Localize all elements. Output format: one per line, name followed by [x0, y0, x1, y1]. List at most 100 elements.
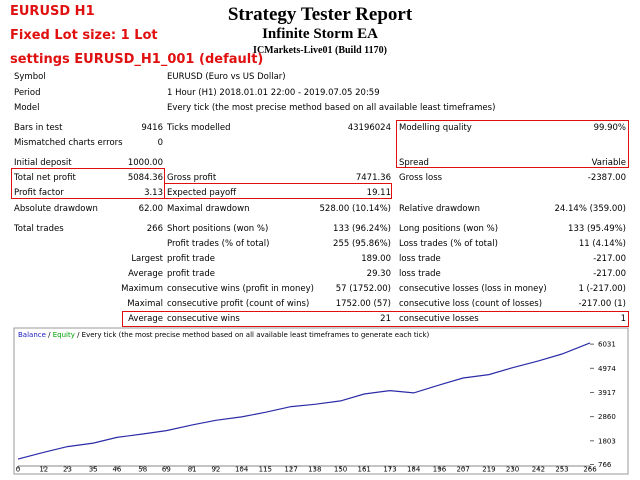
legend-entry: Equity	[53, 331, 75, 339]
y-tick-label: 1803	[598, 437, 616, 445]
table-cell: 21	[380, 314, 391, 324]
table-cell: consecutive losses	[399, 314, 479, 324]
table-cell: EURUSD (Euro vs US Dollar)	[167, 72, 286, 82]
table-cell: 528.00 (10.14%)	[319, 204, 392, 214]
table-cell: 9416	[141, 123, 163, 133]
x-tick-label: 242	[532, 466, 545, 474]
table-cell: consecutive wins (profit in money)	[167, 284, 314, 294]
table-cell: 255 (95.86%)	[333, 239, 391, 249]
table-cell: Total net profit	[14, 173, 76, 183]
table-cell: 189.00	[361, 254, 391, 264]
x-tick-label: 127	[284, 466, 297, 474]
x-tick-label: 12	[39, 466, 48, 474]
x-tick-label: 115	[259, 466, 272, 474]
table-cell: 24.14% (359.00)	[554, 204, 627, 214]
y-tick-label: 2860	[598, 413, 616, 421]
x-tick-label: 173	[383, 466, 396, 474]
x-tick-label: 104	[235, 466, 249, 474]
table-cell: Maximum	[121, 284, 163, 294]
legend-entry: Balance	[18, 331, 46, 339]
table-cell: 1752.00 (57)	[335, 299, 391, 309]
table-cell: Variable	[591, 158, 626, 168]
y-tick-label: 3917	[598, 389, 616, 397]
table-cell: Largest	[131, 254, 163, 264]
table-cell: 133 (95.49%)	[568, 224, 626, 234]
table-cell: 133 (96.24%)	[333, 224, 391, 234]
table-cell: Long positions (won %)	[399, 224, 499, 234]
table-cell: 1	[620, 314, 626, 324]
chart-legend: Balance / Equity / Every tick (the most …	[18, 331, 429, 339]
table-cell: 7471.36	[355, 173, 391, 183]
table-cell: 19.11	[366, 188, 391, 198]
x-tick-label: 230	[506, 466, 519, 474]
y-tick-label: 6031	[598, 341, 616, 349]
table-cell: loss trade	[399, 269, 441, 279]
table-cell: Bars in test	[14, 123, 63, 133]
x-tick-label: 46	[112, 466, 121, 474]
table-cell: Gross loss	[399, 173, 443, 183]
x-tick-label: 207	[456, 466, 469, 474]
table-cell: Every tick (the most precise method base…	[167, 103, 496, 113]
x-tick-label: 81	[188, 466, 197, 474]
note: EURUSD H1	[10, 4, 95, 19]
table-cell: 1 Hour (H1) 2018.01.01 22:00 - 2019.07.0…	[167, 88, 380, 98]
x-tick-label: 150	[334, 466, 347, 474]
x-tick-label: 266	[583, 466, 597, 474]
legend-entry: /	[46, 331, 53, 339]
x-tick-label: 253	[555, 466, 568, 474]
table-cell: Total trades	[14, 224, 64, 234]
x-tick-label: 58	[138, 466, 147, 474]
table-cell: -217.00	[593, 269, 626, 279]
legend-entry: / Every tick (the most precise method ba…	[75, 331, 430, 339]
x-tick-label: 138	[308, 466, 321, 474]
table-cell: Period	[14, 88, 41, 98]
table-cell: consecutive profit (count of wins)	[167, 299, 310, 309]
table-cell: -217.00	[593, 254, 626, 264]
x-tick-label: 161	[358, 466, 371, 474]
y-tick-label: 4974	[598, 365, 616, 373]
table-cell: 1000.00	[127, 158, 163, 168]
table-cell: Gross profit	[167, 173, 217, 183]
x-tick-label: 69	[162, 466, 171, 474]
table-cell: consecutive losses (loss in money)	[399, 284, 547, 294]
table-cell: Mismatched charts errors	[14, 138, 123, 148]
chart-frame	[13, 327, 629, 475]
table-cell: Profit trades (% of total)	[167, 239, 270, 249]
table-cell: Short positions (won %)	[167, 224, 269, 234]
x-tick-label: 23	[63, 466, 72, 474]
report-subtitle: Infinite Storm EA	[262, 26, 378, 42]
table-cell: Average	[128, 314, 163, 324]
x-tick-label: 219	[482, 466, 495, 474]
table-cell: -2387.00	[587, 173, 626, 183]
highlight-box	[122, 311, 629, 327]
table-cell: Initial deposit	[14, 158, 72, 168]
table-cell: 3.13	[144, 188, 163, 198]
table-cell: 266	[146, 224, 163, 234]
note: settings EURUSD_H1_001 (default)	[10, 52, 264, 67]
table-cell: Profit factor	[14, 188, 64, 198]
table-cell: Symbol	[14, 72, 46, 82]
table-cell: Maximal	[127, 299, 163, 309]
table-cell: Loss trades (% of total)	[399, 239, 498, 249]
x-tick-label: 92	[211, 466, 220, 474]
table-cell: Model	[14, 103, 40, 113]
report-title: Strategy Tester Report	[227, 4, 413, 25]
table-cell: profit trade	[167, 269, 215, 279]
table-cell: -217.00 (1)	[578, 299, 626, 309]
x-tick-label: 184	[407, 466, 421, 474]
table-cell: Absolute drawdown	[14, 204, 98, 214]
balance-line	[17, 342, 591, 460]
highlight-box	[164, 183, 392, 199]
table-cell: 5084.36	[127, 173, 163, 183]
table-cell: profit trade	[167, 254, 215, 264]
table-cell: Relative drawdown	[399, 204, 480, 214]
y-tick-label: 766	[598, 461, 612, 469]
x-tick-label: 35	[89, 466, 98, 474]
x-tick-label: 0	[16, 466, 20, 474]
table-cell: 43196024	[347, 123, 391, 133]
note: Fixed Lot size: 1 Lot	[10, 28, 158, 43]
table-cell: Expected payoff	[167, 188, 237, 198]
x-tick-label: 196	[433, 466, 447, 474]
